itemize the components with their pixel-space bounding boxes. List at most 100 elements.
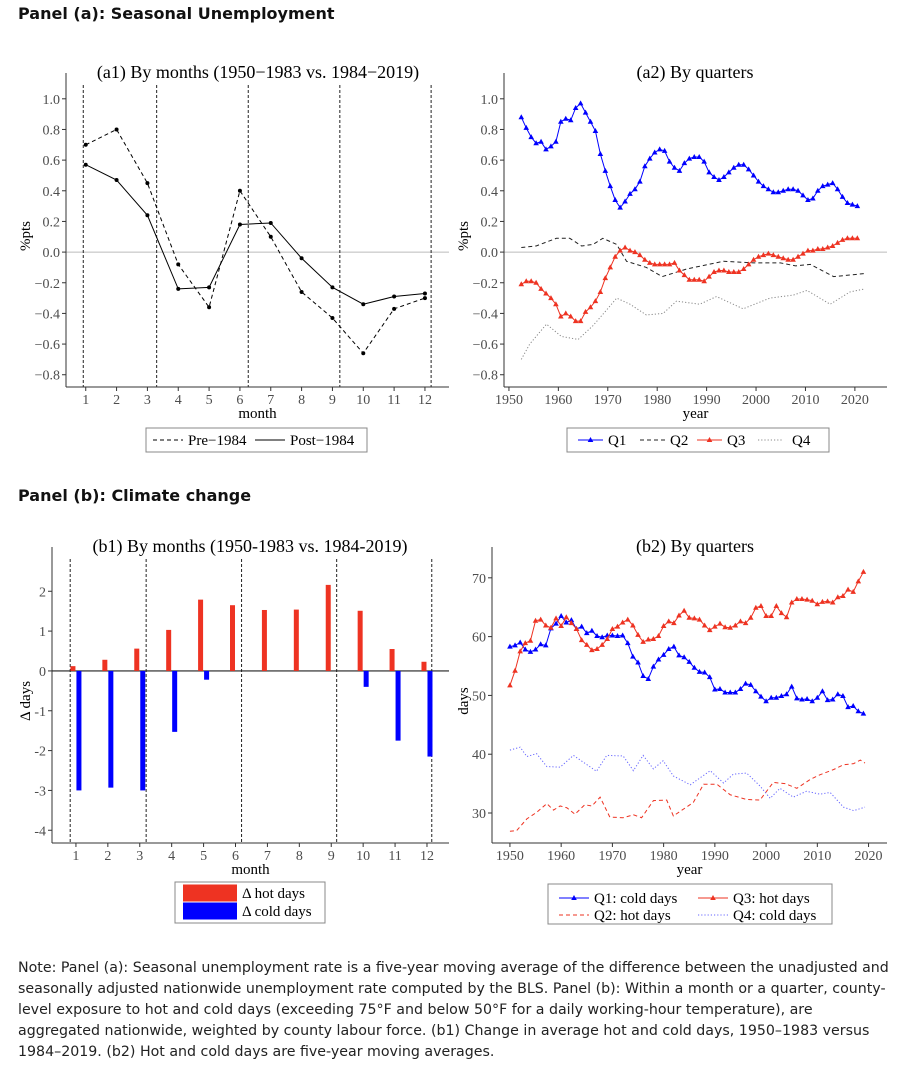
- data-point: [824, 181, 831, 187]
- x-axis-label: year: [677, 862, 703, 878]
- data-point: [597, 288, 604, 294]
- data-point: [686, 155, 693, 161]
- data-point: [760, 183, 767, 189]
- series-line-1: [509, 571, 864, 686]
- data-point: [361, 302, 366, 307]
- y-tick-label: 0.6: [43, 154, 61, 169]
- figure-note: Note: Panel (a): Seasonal unemployment r…: [18, 960, 889, 1060]
- chart-a1: (a1) By months (1950−1983 vs. 1984−2019)…: [18, 62, 449, 453]
- data-point: [747, 614, 754, 620]
- data-point: [518, 114, 525, 120]
- data-point: [770, 189, 777, 195]
- data-point: [661, 261, 668, 267]
- data-point: [650, 635, 657, 641]
- data-point: [711, 269, 717, 275]
- hot-days-bar: [102, 659, 108, 671]
- data-point: [676, 167, 683, 173]
- data-point: [114, 127, 119, 132]
- data-point: [722, 689, 728, 695]
- data-point: [612, 196, 618, 202]
- y-tick-label: 1.0: [481, 93, 499, 108]
- data-point: [542, 642, 549, 648]
- data-point: [840, 693, 846, 699]
- legend-swatch: [183, 884, 237, 902]
- x-tick-label: 2020: [841, 393, 869, 408]
- data-point: [691, 615, 698, 621]
- chart-title: (b1) By months (1950-1983 vs. 1984-2019): [93, 536, 408, 557]
- data-point: [553, 301, 559, 307]
- legend: Pre−1984 Post−1984: [145, 427, 368, 453]
- cold-days-bar: [427, 670, 433, 757]
- data-point: [780, 255, 787, 261]
- data-point: [860, 710, 867, 716]
- data-point: [651, 261, 658, 267]
- data-point: [522, 646, 529, 652]
- data-point: [740, 265, 747, 271]
- data-point: [750, 172, 757, 178]
- series-line-3: [520, 288, 865, 360]
- y-tick-label: 0.2: [43, 215, 61, 230]
- data-point: [176, 262, 181, 267]
- y-tick-label: 0.8: [481, 123, 499, 138]
- data-point: [583, 641, 590, 647]
- panel-b-heading: Panel (b): Climate change: [18, 486, 252, 505]
- x-tick-label: 7: [264, 849, 271, 864]
- data-point: [778, 693, 785, 699]
- data-point: [617, 247, 623, 253]
- x-axis-label: month: [238, 406, 277, 422]
- x-tick-label: 6: [232, 849, 239, 864]
- data-point: [804, 695, 810, 701]
- y-tick-label: -4: [34, 824, 46, 839]
- data-point: [805, 247, 811, 253]
- data-point: [392, 294, 397, 299]
- data-point: [589, 627, 595, 633]
- data-point: [533, 140, 539, 146]
- x-tick-label: 11: [387, 393, 400, 408]
- hot-days-bar: [166, 629, 172, 671]
- data-point: [609, 625, 616, 631]
- y-tick-label: 0.4: [43, 185, 61, 200]
- data-point: [753, 688, 759, 694]
- data-point: [800, 250, 806, 256]
- x-tick-label: 2020: [855, 849, 883, 864]
- data-point: [839, 193, 846, 199]
- x-tick-label: 2: [113, 393, 120, 408]
- data-point: [775, 189, 782, 195]
- data-point: [765, 250, 772, 256]
- legend-label: Q2: hot days: [594, 908, 671, 924]
- y-tick-label: −0.4: [35, 307, 60, 322]
- data-point: [609, 632, 616, 638]
- data-point: [819, 688, 826, 694]
- data-point: [829, 696, 836, 702]
- data-point: [814, 694, 821, 700]
- series-line-1: [85, 164, 425, 305]
- data-point: [612, 253, 618, 259]
- data-point: [527, 637, 534, 643]
- data-point: [671, 259, 678, 265]
- data-point: [517, 639, 523, 645]
- data-point: [548, 624, 554, 630]
- data-point: [671, 643, 677, 649]
- y-tick-label: −0.8: [473, 369, 498, 384]
- y-tick-label: −0.2: [35, 277, 60, 292]
- data-point: [845, 586, 851, 592]
- y-tick-label: 1: [39, 625, 46, 640]
- data-point: [512, 667, 518, 673]
- data-point: [630, 653, 636, 659]
- legend-marker: [571, 895, 577, 900]
- data-point: [145, 213, 150, 218]
- data-point: [533, 279, 539, 285]
- x-tick-label: 1: [72, 849, 79, 864]
- data-point: [666, 261, 673, 267]
- data-point: [237, 222, 242, 227]
- data-point: [835, 691, 841, 697]
- data-point: [422, 296, 427, 301]
- data-point: [763, 698, 769, 704]
- data-point: [844, 200, 851, 206]
- data-point: [722, 624, 728, 630]
- legend: Q1 Q2 Q3 Q4: [566, 427, 830, 453]
- data-point: [815, 187, 821, 193]
- data-point: [523, 124, 530, 130]
- y-tick-label: 0.4: [481, 185, 499, 200]
- legend-marker: [710, 895, 716, 900]
